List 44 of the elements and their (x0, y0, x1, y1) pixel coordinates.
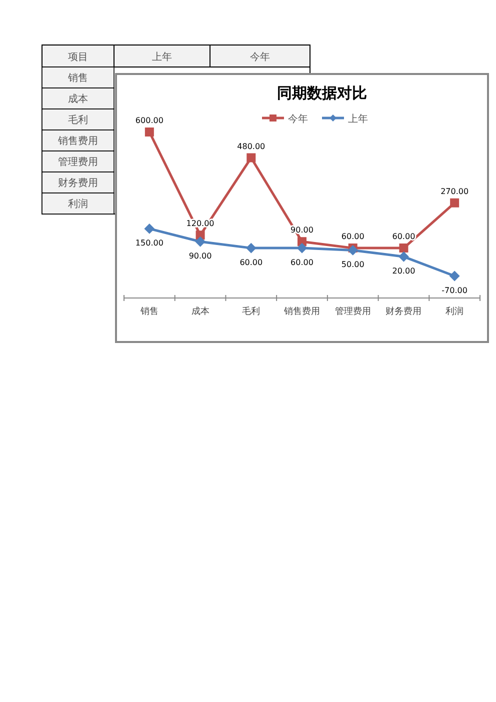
category-label: 利润 (68, 199, 88, 210)
point (450, 198, 460, 208)
legend-label: 今年 (288, 113, 308, 125)
x-tick-label: 成本 (191, 306, 210, 317)
point (196, 230, 205, 240)
category-label: 销售 (68, 73, 88, 84)
data-label: 60.00 (240, 258, 263, 268)
data-label: 480.00 (237, 142, 266, 151)
point (398, 252, 409, 262)
category-label: 今年 (250, 51, 270, 63)
x-tick-label: 销售费用 (283, 306, 320, 317)
chart-title: 同期数据对比 (277, 84, 367, 102)
data-label: 270.00 (440, 186, 469, 196)
point (297, 243, 307, 254)
category-label: 上年 (152, 51, 172, 63)
data-label: 600.00 (135, 116, 164, 125)
point (399, 244, 408, 253)
category-label: 管理费用 (58, 157, 98, 168)
category-label: 毛利 (68, 115, 88, 126)
category-label: 成本 (68, 94, 88, 105)
x-tick-label: 利润 (446, 306, 464, 317)
data-label: 150.00 (135, 238, 164, 248)
data-label: 20.00 (392, 266, 416, 276)
data-label: 60.00 (290, 258, 314, 268)
category-label: 财务费用 (58, 178, 98, 189)
x-tick-label: 财务费用 (386, 306, 422, 317)
data-label: -70.00 (442, 286, 468, 295)
point (144, 224, 154, 234)
point (348, 245, 358, 256)
category-label: 项目 (68, 52, 88, 63)
point (195, 236, 206, 247)
x-tick-label: 毛利 (242, 306, 260, 317)
category-label: 销售费用 (58, 136, 98, 147)
data-label: 50.00 (341, 260, 364, 270)
legend-label: 上年 (348, 113, 368, 125)
point (144, 128, 154, 136)
point (450, 271, 460, 281)
data-label: 90.00 (188, 252, 212, 261)
point (246, 243, 256, 254)
point (246, 153, 256, 162)
x-tick-label: 管理费用 (334, 306, 371, 317)
x-tick-label: 销售 (139, 306, 158, 317)
data-label: 60.00 (392, 232, 416, 242)
data-label: 60.00 (341, 232, 364, 242)
